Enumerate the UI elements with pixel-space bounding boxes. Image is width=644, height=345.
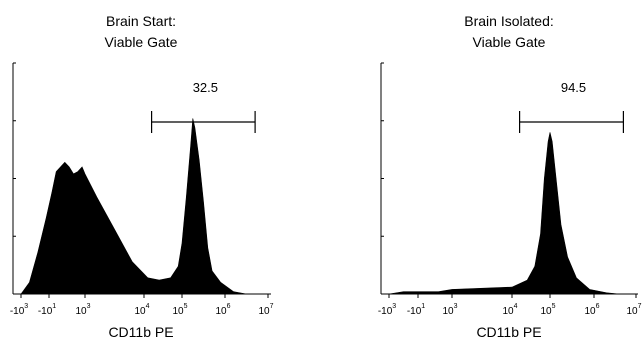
gate-marker: 94.5: [518, 80, 625, 133]
histogram-area: [20, 118, 247, 295]
x-tick-label: 103: [75, 303, 90, 317]
histogram-panel-brain-start: Brain Start: Viable Gate -103 -101 103 104 1…: [10, 13, 274, 340]
gate-marker: 32.5: [151, 80, 256, 133]
x-tick-label: -103: [378, 303, 396, 317]
x-tick-label: 104: [502, 303, 517, 317]
histogram-panel-brain-isolated: Brain Isolated: Viable Gate -103 -101 103 1…: [378, 13, 642, 340]
chart-title-line1: Brain Start:: [106, 13, 176, 29]
x-axis-label: CD11b PE: [108, 324, 173, 340]
x-tick-label: 105: [540, 303, 555, 317]
histogram-area: [388, 132, 620, 295]
x-axis-label: CD11b PE: [476, 324, 541, 340]
x-tick-label: 107: [626, 303, 641, 317]
x-tick-label: -101: [38, 303, 56, 317]
x-tick-label: 103: [442, 303, 457, 317]
x-tick-label: 106: [215, 303, 230, 317]
x-axis-ticks: -103 -101 103 104 105 106 107: [378, 294, 642, 317]
gate-percentage-label: 32.5: [193, 80, 218, 95]
x-tick-label: 106: [584, 303, 599, 317]
x-tick-label: -101: [407, 303, 425, 317]
y-axis-ticks: [381, 62, 384, 295]
y-axis-ticks: [13, 62, 16, 295]
x-tick-label: 104: [134, 303, 149, 317]
x-tick-label: -103: [10, 303, 28, 317]
x-tick-label: 107: [258, 303, 273, 317]
chart-title-line1: Brain Isolated:: [464, 13, 554, 29]
x-tick-label: 105: [172, 303, 187, 317]
gate-percentage-label: 94.5: [561, 80, 586, 95]
x-axis-ticks: -103 -101 103 104 105 106 107: [10, 294, 274, 317]
chart-title-line2: Viable Gate: [473, 34, 546, 50]
chart-title-line2: Viable Gate: [105, 34, 178, 50]
